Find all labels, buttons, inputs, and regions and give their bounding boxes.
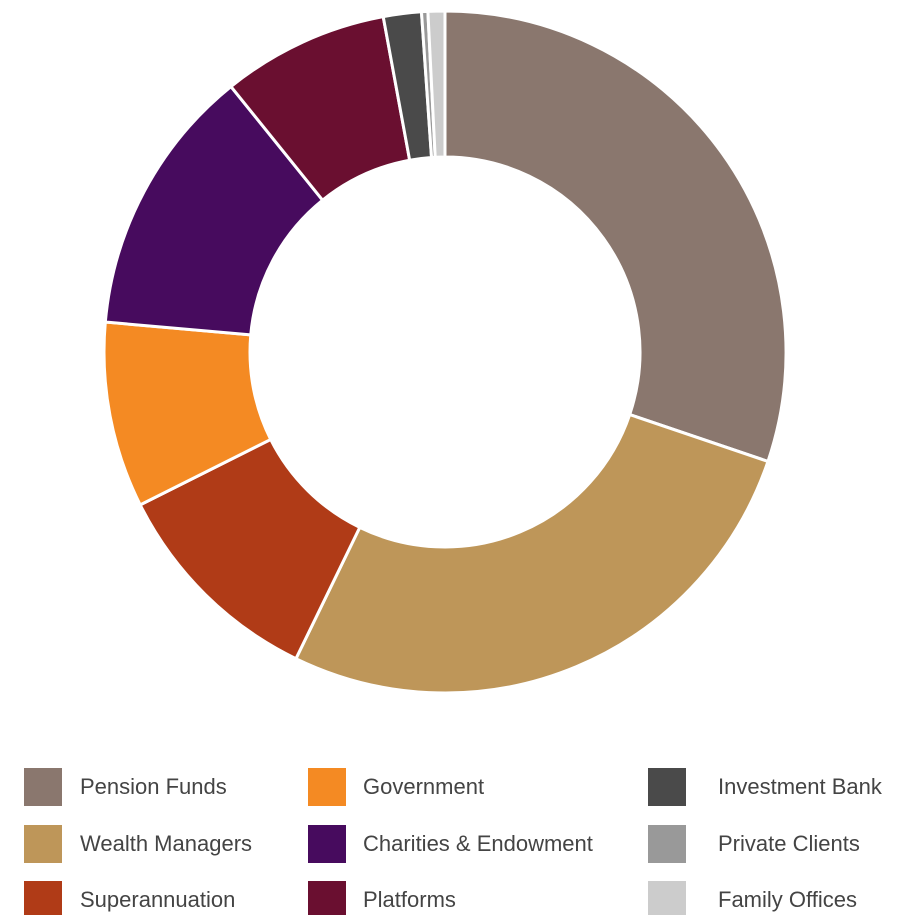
legend-label: Private Clients — [718, 831, 860, 856]
legend-swatch — [648, 825, 686, 863]
legend-label: Platforms — [363, 887, 456, 912]
legend-label: Pension Funds — [80, 774, 227, 799]
legend-swatch — [308, 768, 346, 806]
legend-swatch — [308, 825, 346, 863]
legend-swatch — [24, 881, 62, 915]
legend-swatch — [648, 881, 686, 915]
legend-swatch — [648, 768, 686, 806]
donut-segment — [293, 412, 770, 695]
legend-label: Investment Bank — [718, 774, 883, 799]
legend-label: Superannuation — [80, 887, 235, 912]
legend-label: Charities & Endowment — [363, 831, 593, 856]
legend-swatch — [24, 825, 62, 863]
legend-label: Wealth Managers — [80, 831, 252, 856]
legend-swatch — [24, 768, 62, 806]
legend-label: Family Offices — [718, 887, 857, 912]
donut-segment — [443, 9, 788, 464]
legend-swatch — [308, 881, 346, 915]
donut-segment — [426, 9, 447, 159]
legend-label: Government — [363, 774, 484, 799]
